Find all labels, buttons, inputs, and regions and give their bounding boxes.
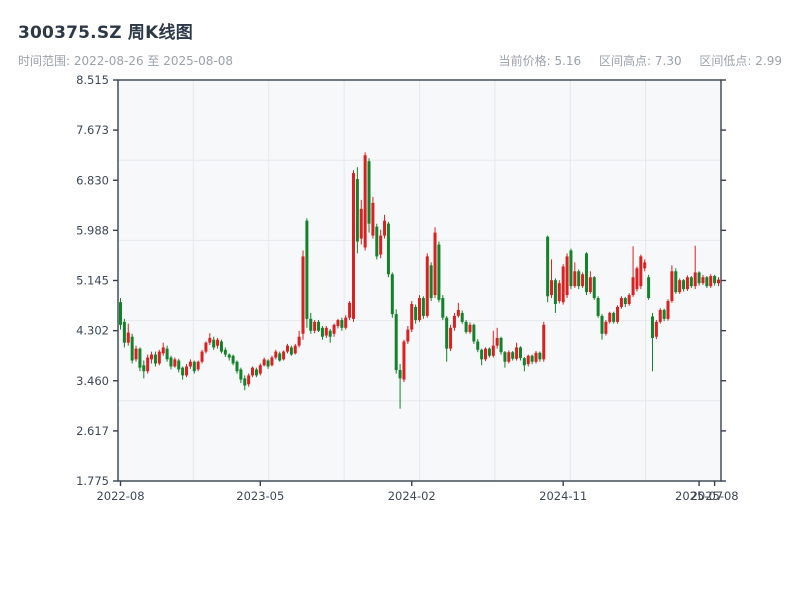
date-range-label: 时间范围: 2022-08-26 至 2025-08-08 (18, 54, 233, 68)
svg-text:6.830: 6.830 (76, 173, 109, 187)
current-price-label: 当前价格: 5.16 (498, 54, 582, 68)
svg-text:7.673: 7.673 (76, 123, 109, 137)
range-low-label: 区间低点: 2.99 (699, 54, 782, 68)
svg-text:5.145: 5.145 (76, 274, 109, 288)
svg-text:1.775: 1.775 (76, 474, 109, 488)
range-high-label: 区间高点: 7.30 (599, 54, 682, 68)
svg-text:5.988: 5.988 (76, 223, 109, 237)
price-stats: 当前价格: 5.16 区间高点: 7.30 区间低点: 2.99 (485, 52, 782, 69)
svg-text:8.515: 8.515 (76, 73, 109, 87)
svg-text:4.302: 4.302 (76, 324, 109, 338)
subtitle-row: 时间范围: 2022-08-26 至 2025-08-08 当前价格: 5.16… (18, 52, 782, 69)
svg-text:3.460: 3.460 (76, 374, 109, 388)
svg-text:2025-07: 2025-07 (675, 489, 723, 503)
svg-text:2024-02: 2024-02 (388, 489, 436, 503)
svg-text:2025-08: 2025-08 (691, 489, 739, 503)
svg-text:2.617: 2.617 (76, 424, 109, 438)
svg-text:2023-05: 2023-05 (236, 489, 284, 503)
svg-text:2022-08: 2022-08 (96, 489, 144, 503)
page-title: 300375.SZ 周K线图 (18, 23, 193, 43)
svg-text:2024-11: 2024-11 (539, 489, 587, 503)
